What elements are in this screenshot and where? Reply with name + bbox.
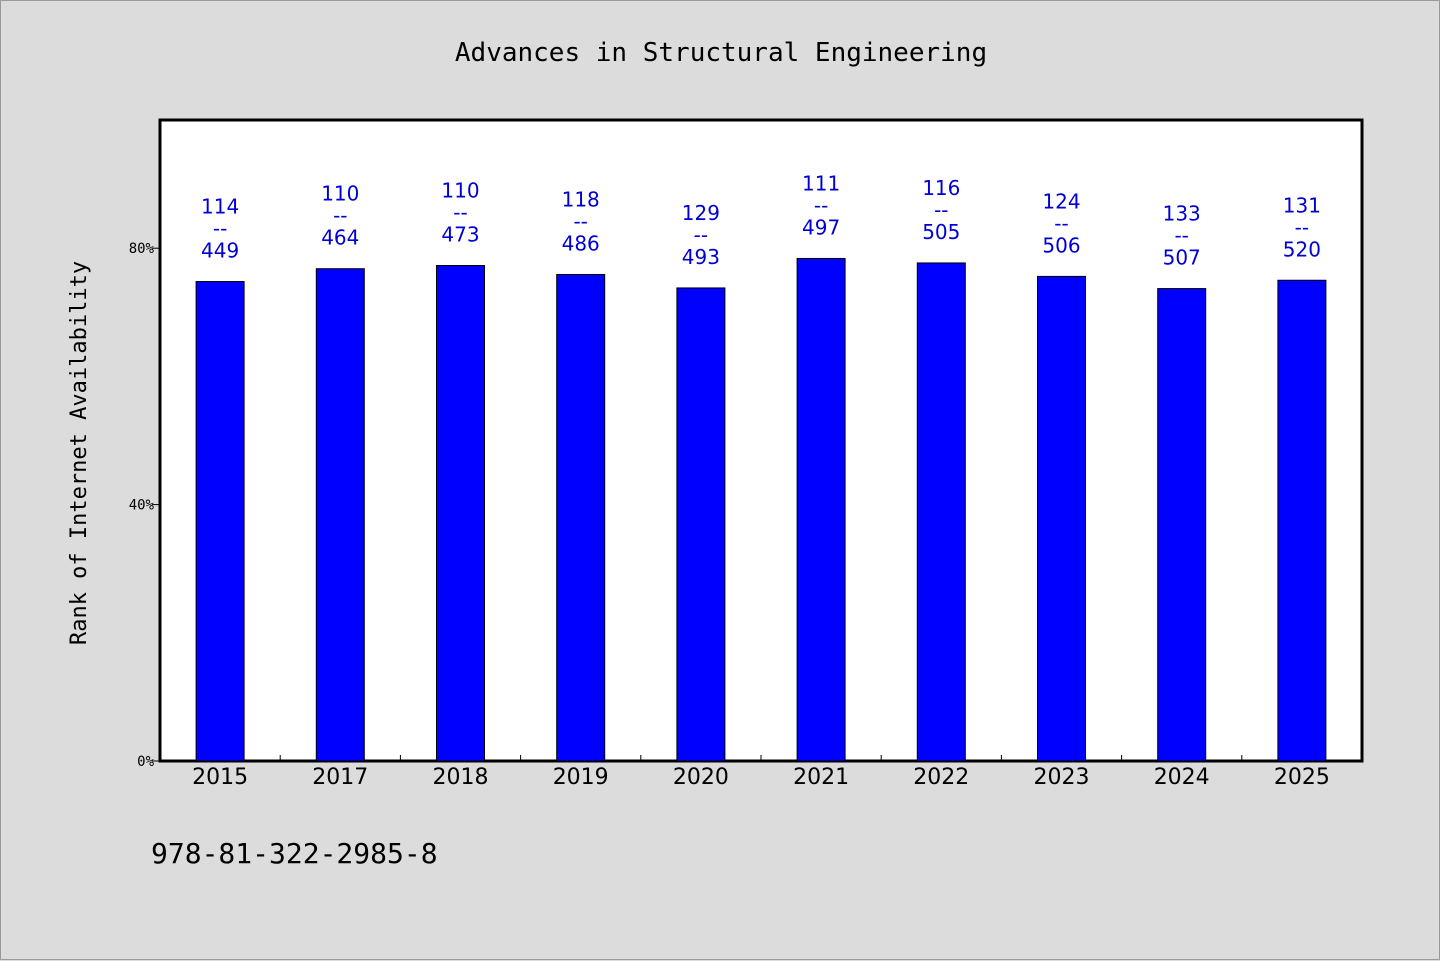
data-label-top: 124 (1042, 189, 1080, 213)
y-tick-label: 80% (129, 241, 155, 257)
bar-2024 (1157, 288, 1207, 762)
data-label-bottom: 506 (1042, 233, 1080, 257)
bar-2017 (315, 268, 365, 762)
data-label-top: 110 (321, 182, 359, 206)
bar-2021 (796, 257, 846, 762)
isbn-text: 978-81-322-2985-8 (151, 837, 438, 870)
data-label-top: 114 (201, 195, 239, 219)
x-tick-label: 2019 (553, 765, 609, 790)
data-label-separator: -- (694, 223, 708, 247)
data-label-top: 118 (562, 187, 600, 211)
bar-2018 (436, 265, 485, 762)
data-label-top: 129 (682, 201, 720, 225)
data-label-separator: -- (814, 193, 828, 217)
x-tick-label: 2025 (1274, 765, 1330, 790)
data-label-top: 116 (922, 176, 960, 200)
x-tick-label: 2022 (913, 765, 969, 790)
data-label-separator: -- (333, 204, 347, 228)
data-label-separator: -- (934, 198, 948, 222)
x-tick-label: 2017 (312, 765, 368, 790)
bar-series (195, 257, 1327, 762)
data-label-bottom: 449 (201, 239, 239, 263)
data-label-separator: -- (1054, 211, 1068, 235)
data-label-separator: -- (1174, 224, 1188, 248)
x-tick-label: 2021 (793, 765, 849, 790)
bar-2022 (916, 262, 966, 762)
x-tick-label: 2018 (433, 765, 489, 790)
data-label-bottom: 505 (922, 220, 960, 244)
data-label-bottom: 473 (441, 223, 479, 247)
data-label-separator: -- (573, 209, 587, 233)
data-label-bottom: 464 (321, 226, 359, 250)
data-label-bottom: 507 (1163, 246, 1201, 270)
data-label-bottom: 493 (682, 245, 720, 269)
bar-2023 (1037, 275, 1086, 762)
x-tick-label: 2023 (1034, 765, 1090, 790)
data-label-top: 110 (441, 179, 479, 203)
y-tick-label: 40% (129, 498, 155, 514)
x-axis-ticks: 2015 2017 2018 2019 2020 2021 2022 2023 2024 2025 (192, 755, 1330, 790)
y-tick-label: 0% (137, 754, 154, 770)
data-label-top: 131 (1283, 193, 1321, 217)
x-tick-label: 2015 (192, 765, 248, 790)
data-label-bottom: 486 (562, 231, 600, 255)
y-axis-label: Rank of Internet Availability (67, 261, 92, 645)
data-label-bottom: 497 (802, 215, 840, 239)
data-labels: 449--114464--110473--110486--118493--129… (201, 171, 1321, 269)
bar-2019 (556, 273, 606, 762)
data-label-separator: -- (453, 201, 467, 225)
data-label-separator: -- (213, 217, 227, 241)
y-axis-ticks: 0% 40% 80% (129, 241, 160, 770)
data-label-bottom: 520 (1283, 237, 1321, 261)
chart-title: Advances in Structural Engineering (455, 38, 987, 68)
data-label-separator: -- (1295, 215, 1309, 239)
bar-2015 (195, 281, 245, 762)
bar-2025 (1277, 279, 1327, 762)
x-tick-label: 2024 (1154, 765, 1210, 790)
data-label-top: 111 (802, 171, 840, 195)
x-tick-label: 2020 (673, 765, 729, 790)
data-label-top: 133 (1163, 202, 1201, 226)
bar-2020 (676, 287, 726, 762)
